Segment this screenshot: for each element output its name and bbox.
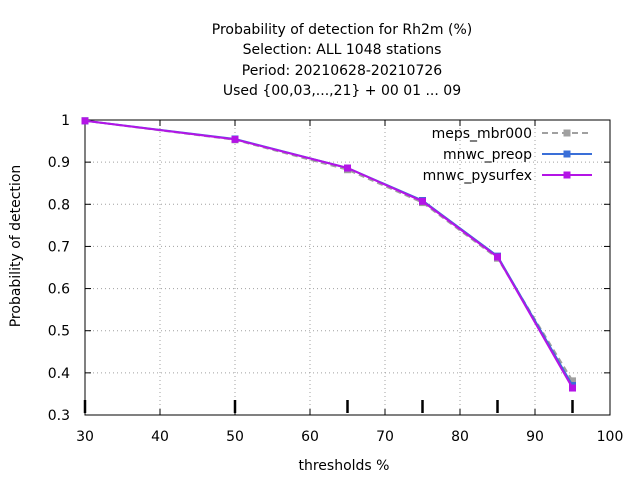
y-tick-labels: 0.3 0.4 0.5 0.6 0.7 0.8 0.9 1 <box>48 113 70 424</box>
y-tick-label: 0.9 <box>48 155 70 171</box>
legend-marker <box>563 129 571 137</box>
title-line-1: Probability of detection for Rh2m (%) <box>212 22 473 38</box>
x-tick-label: 40 <box>151 429 169 445</box>
x-axis-label: thresholds % <box>299 458 390 474</box>
data-point <box>81 117 89 125</box>
data-point <box>569 377 576 385</box>
plot-frame <box>84 119 611 416</box>
y-tick-label: 0.7 <box>48 239 70 255</box>
legend-item: mnwc_pysurfex <box>423 168 592 184</box>
count-ticks <box>83 400 574 413</box>
legend-marker <box>563 171 571 179</box>
data-point <box>231 135 239 143</box>
x-tick-label: 90 <box>526 429 544 445</box>
x-tick-labels: 30 40 50 60 70 80 90 100 <box>76 429 623 445</box>
x-tick-label: 70 <box>376 429 394 445</box>
x-tick-label: 30 <box>76 429 94 445</box>
y-tick-label: 0.8 <box>48 197 70 213</box>
legend: meps_mbr000 mnwc_preop mnwc_pysurfex <box>423 126 592 184</box>
x-tick-label: 50 <box>226 429 244 445</box>
x-tick-label: 60 <box>301 429 319 445</box>
data-point <box>419 197 426 205</box>
y-axis-label: Probability of detection <box>8 165 24 328</box>
y-tick-label: 0.6 <box>48 282 70 298</box>
series <box>81 117 576 392</box>
legend-item: meps_mbr000 <box>432 126 592 142</box>
data-point <box>494 253 501 261</box>
title-line-3: Period: 20210628-20210726 <box>242 63 442 79</box>
legend-label: mnwc_pysurfex <box>423 168 532 184</box>
legend-marker <box>563 150 571 158</box>
y-tick-label: 0.4 <box>48 366 70 382</box>
series-mnwc_pysurfex <box>81 117 576 392</box>
data-point <box>344 164 351 172</box>
axis-ticks <box>84 119 611 416</box>
x-tick-label: 80 <box>451 429 469 445</box>
title-line-4: Used {00,03,...,21} + 00 01 ... 09 <box>223 83 461 99</box>
chart-title: Probability of detection for Rh2m (%) Se… <box>212 22 473 99</box>
y-tick-label: 0.5 <box>48 324 70 340</box>
y-tick-label: 1 <box>61 113 70 129</box>
legend-label: mnwc_preop <box>443 147 532 163</box>
legend-item: mnwc_preop <box>443 147 592 163</box>
legend-label: meps_mbr000 <box>432 126 532 142</box>
y-tick-label: 0.3 <box>48 408 70 424</box>
x-tick-label: 100 <box>597 429 624 445</box>
title-line-2: Selection: ALL 1048 stations <box>243 42 442 58</box>
series-line <box>84 119 574 389</box>
data-point <box>569 384 576 392</box>
grid <box>85 120 610 415</box>
